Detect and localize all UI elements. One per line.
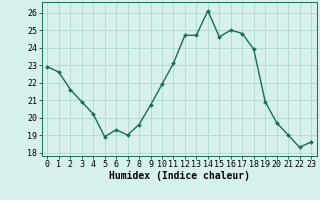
X-axis label: Humidex (Indice chaleur): Humidex (Indice chaleur) — [109, 171, 250, 181]
